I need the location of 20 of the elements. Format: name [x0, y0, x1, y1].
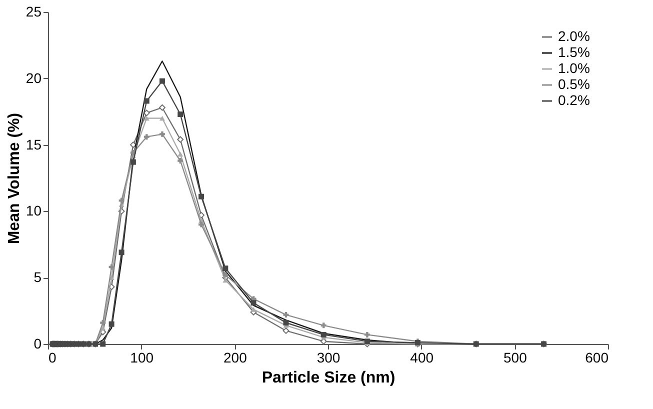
y-tick-label: 20: [26, 70, 42, 86]
legend-label: 0.5%: [558, 76, 590, 92]
legend-label: 0.2%: [558, 92, 590, 108]
y-tick-label: 15: [26, 136, 42, 152]
y-tick-label: 10: [26, 202, 42, 219]
y-tick-label: 5: [34, 269, 42, 286]
x-axis-title: Particle Size (nm): [262, 370, 396, 386]
y-tick-label: 0: [34, 336, 42, 352]
y-tick-label: 25: [26, 4, 42, 20]
x-tick-label: 600: [585, 350, 609, 366]
x-tick-label: 0: [48, 350, 56, 366]
legend-label: 2.0%: [558, 28, 590, 44]
x-tick-label: 400: [410, 350, 434, 366]
x-tick-label: 100: [130, 350, 154, 366]
y-axis-title: Mean Volume (%): [6, 112, 23, 244]
x-tick-label: 500: [503, 350, 528, 366]
legend-label: 1.5%: [558, 44, 590, 60]
x-tick-label: 200: [223, 350, 248, 366]
x-tick-label: 300: [316, 350, 340, 366]
legend-label: 1.0%: [558, 60, 590, 76]
